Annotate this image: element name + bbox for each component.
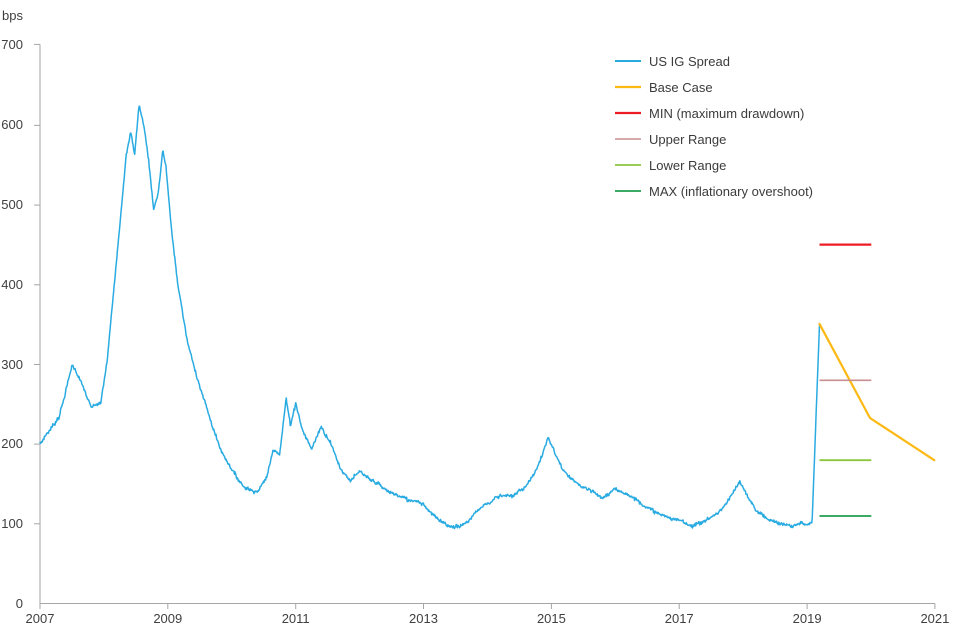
svg-text:2015: 2015 (537, 611, 566, 626)
svg-text:Base Case: Base Case (649, 80, 713, 95)
svg-text:300: 300 (1, 357, 23, 372)
svg-text:MIN (maximum drawdown): MIN (maximum drawdown) (649, 106, 804, 121)
svg-text:2009: 2009 (153, 611, 182, 626)
svg-text:200: 200 (1, 436, 23, 451)
svg-text:500: 500 (1, 197, 23, 212)
svg-text:600: 600 (1, 117, 23, 132)
svg-text:2019: 2019 (793, 611, 822, 626)
svg-text:2021: 2021 (920, 611, 949, 626)
svg-text:US IG Spread: US IG Spread (649, 54, 730, 69)
svg-text:2017: 2017 (665, 611, 694, 626)
svg-text:400: 400 (1, 277, 23, 292)
svg-text:2007: 2007 (26, 611, 55, 626)
svg-text:100: 100 (1, 516, 23, 531)
svg-text:MAX (inflationary overshoot): MAX (inflationary overshoot) (649, 184, 813, 199)
svg-text:Upper Range: Upper Range (649, 132, 726, 147)
svg-text:2013: 2013 (409, 611, 438, 626)
svg-text:bps: bps (2, 8, 23, 23)
svg-text:700: 700 (1, 37, 23, 52)
svg-text:2011: 2011 (282, 611, 310, 626)
svg-text:Lower Range: Lower Range (649, 158, 726, 173)
svg-text:0: 0 (16, 596, 23, 611)
